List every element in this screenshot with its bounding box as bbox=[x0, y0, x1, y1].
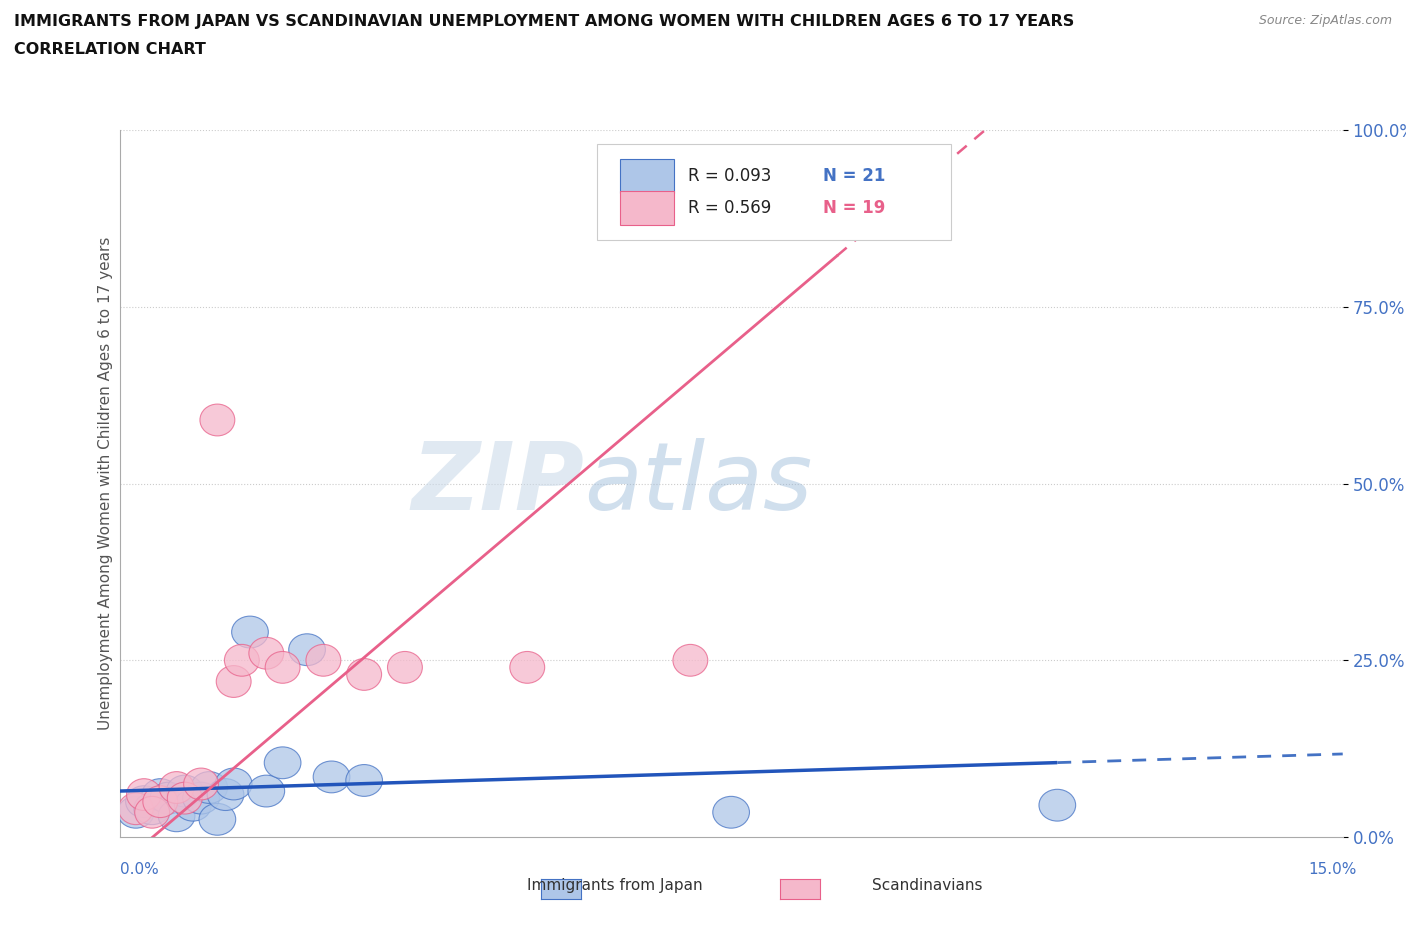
Ellipse shape bbox=[143, 786, 177, 817]
Ellipse shape bbox=[673, 644, 707, 676]
Text: 15.0%: 15.0% bbox=[1309, 862, 1357, 877]
Ellipse shape bbox=[174, 790, 211, 821]
Ellipse shape bbox=[249, 637, 284, 670]
Ellipse shape bbox=[288, 634, 325, 666]
Ellipse shape bbox=[307, 644, 340, 676]
Ellipse shape bbox=[796, 164, 830, 195]
Text: Source: ZipAtlas.com: Source: ZipAtlas.com bbox=[1258, 14, 1392, 27]
Ellipse shape bbox=[166, 776, 202, 807]
Ellipse shape bbox=[820, 164, 855, 195]
Ellipse shape bbox=[510, 651, 544, 684]
Text: CORRELATION CHART: CORRELATION CHART bbox=[14, 42, 205, 57]
Ellipse shape bbox=[347, 658, 381, 690]
Ellipse shape bbox=[135, 796, 170, 829]
Ellipse shape bbox=[118, 796, 155, 829]
Ellipse shape bbox=[217, 666, 252, 698]
Ellipse shape bbox=[314, 761, 350, 792]
Text: atlas: atlas bbox=[585, 438, 813, 529]
Ellipse shape bbox=[388, 651, 422, 684]
FancyBboxPatch shape bbox=[596, 144, 952, 240]
Ellipse shape bbox=[264, 747, 301, 778]
FancyBboxPatch shape bbox=[620, 191, 673, 225]
Ellipse shape bbox=[159, 800, 195, 831]
Text: R = 0.569: R = 0.569 bbox=[689, 199, 772, 217]
Text: Immigrants from Japan: Immigrants from Japan bbox=[527, 878, 703, 893]
Ellipse shape bbox=[200, 804, 236, 835]
Ellipse shape bbox=[1039, 790, 1076, 821]
Ellipse shape bbox=[183, 782, 219, 814]
Ellipse shape bbox=[150, 782, 187, 814]
Text: Scandinavians: Scandinavians bbox=[872, 878, 983, 893]
Text: R = 0.093: R = 0.093 bbox=[689, 167, 772, 185]
Ellipse shape bbox=[247, 776, 284, 807]
Ellipse shape bbox=[142, 778, 179, 811]
Text: IMMIGRANTS FROM JAPAN VS SCANDINAVIAN UNEMPLOYMENT AMONG WOMEN WITH CHILDREN AGE: IMMIGRANTS FROM JAPAN VS SCANDINAVIAN UN… bbox=[14, 14, 1074, 29]
Ellipse shape bbox=[118, 792, 153, 825]
Ellipse shape bbox=[225, 644, 259, 676]
Y-axis label: Unemployment Among Women with Children Ages 6 to 17 years: Unemployment Among Women with Children A… bbox=[97, 237, 112, 730]
Ellipse shape bbox=[191, 772, 228, 804]
Ellipse shape bbox=[127, 778, 162, 811]
Ellipse shape bbox=[232, 617, 269, 648]
Ellipse shape bbox=[134, 792, 170, 825]
Ellipse shape bbox=[346, 764, 382, 796]
Ellipse shape bbox=[200, 404, 235, 436]
FancyBboxPatch shape bbox=[620, 159, 673, 193]
Ellipse shape bbox=[207, 778, 243, 811]
Ellipse shape bbox=[167, 782, 202, 814]
Ellipse shape bbox=[215, 768, 252, 800]
Text: N = 21: N = 21 bbox=[823, 167, 886, 185]
Ellipse shape bbox=[125, 786, 162, 817]
Ellipse shape bbox=[184, 768, 218, 800]
Ellipse shape bbox=[159, 772, 194, 804]
Ellipse shape bbox=[266, 651, 299, 684]
Text: 0.0%: 0.0% bbox=[120, 862, 159, 877]
Text: N = 19: N = 19 bbox=[823, 199, 886, 217]
Ellipse shape bbox=[713, 796, 749, 829]
Text: ZIP: ZIP bbox=[412, 438, 585, 529]
